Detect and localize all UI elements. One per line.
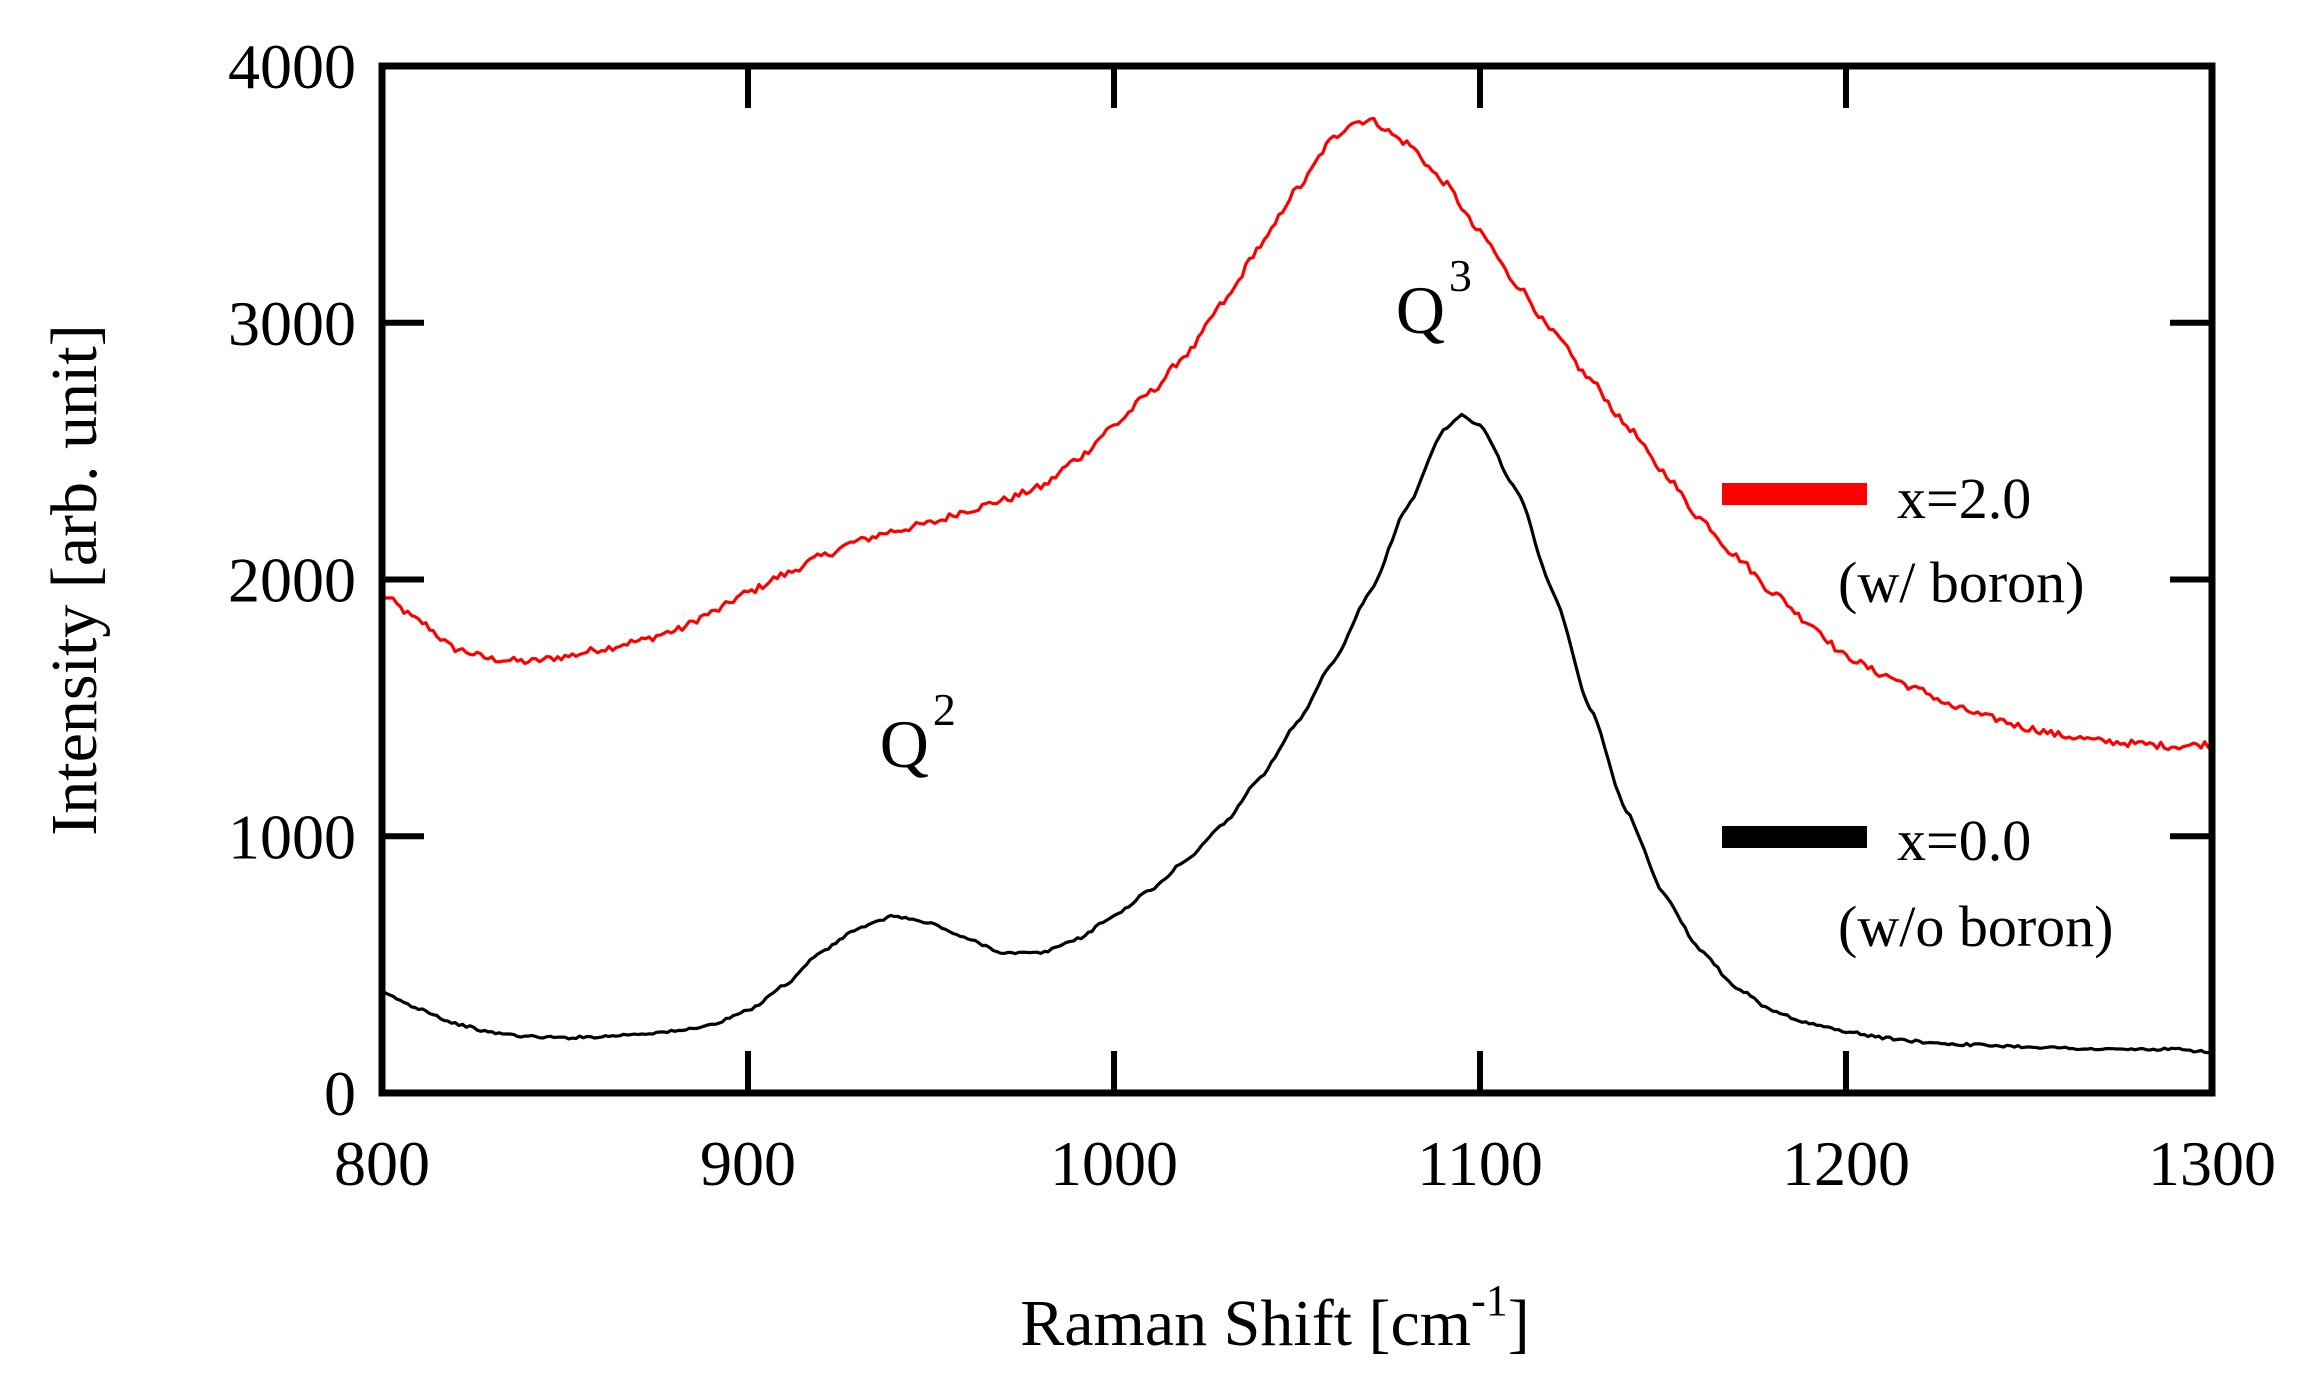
x-tick-label: 1300 <box>2148 1128 2276 1199</box>
x-tick-label: 1100 <box>1417 1128 1543 1199</box>
peak-annotation-sup: 2 <box>933 684 956 735</box>
x-tick-label: 900 <box>700 1128 796 1199</box>
x-axis-title-close: ] <box>1508 1287 1530 1360</box>
peak-annotation-base: Q <box>1396 272 1445 348</box>
y-tick-label: 0 <box>324 1058 356 1129</box>
x-tick-label: 800 <box>334 1128 430 1199</box>
peak-annotation-q2: Q2 <box>880 684 956 782</box>
legend-label-x0: x=0.0 <box>1897 808 2031 873</box>
x-tick-label: 1000 <box>1050 1128 1178 1199</box>
y-tick-label: 3000 <box>228 288 356 359</box>
peak-annotation-q3: Q3 <box>1396 250 1472 348</box>
peak-annotation-base: Q <box>880 706 929 782</box>
y-axis-title: Intensity [arb. unit] <box>38 324 111 835</box>
y-tick-label: 1000 <box>228 801 356 872</box>
legend: x=2.0 (w/ boron) x=0.0 (w/o boron) <box>1722 466 2113 959</box>
legend-swatch-x2 <box>1722 483 1867 505</box>
legend-label-x2: x=2.0 <box>1897 466 2031 531</box>
x-axis-title: Raman Shift [cm-1] <box>1020 1276 1530 1360</box>
peak-annotation-sup: 3 <box>1449 250 1472 301</box>
series-line-x0-wo-boron <box>381 412 2213 1055</box>
y-tick-label: 4000 <box>228 31 356 102</box>
series-line-x2-w-boron <box>380 116 2214 752</box>
x-axis-title-main: Raman Shift [cm <box>1020 1287 1471 1360</box>
x-tick-label: 1200 <box>1782 1128 1910 1199</box>
legend-sublabel-x2: (w/ boron) <box>1838 550 2084 615</box>
label-layer: 800 900 1000 1100 1200 1300 0 1000 2000 3000 4000 <box>228 31 2276 1199</box>
series-layer <box>380 116 2214 1055</box>
x-axis-title-sup: -1 <box>1471 1276 1508 1325</box>
tick-layer <box>379 63 2215 1096</box>
legend-sublabel-x0: (w/o boron) <box>1838 894 2113 959</box>
y-tick-label: 2000 <box>228 545 356 616</box>
legend-swatch-x0 <box>1722 826 1867 848</box>
